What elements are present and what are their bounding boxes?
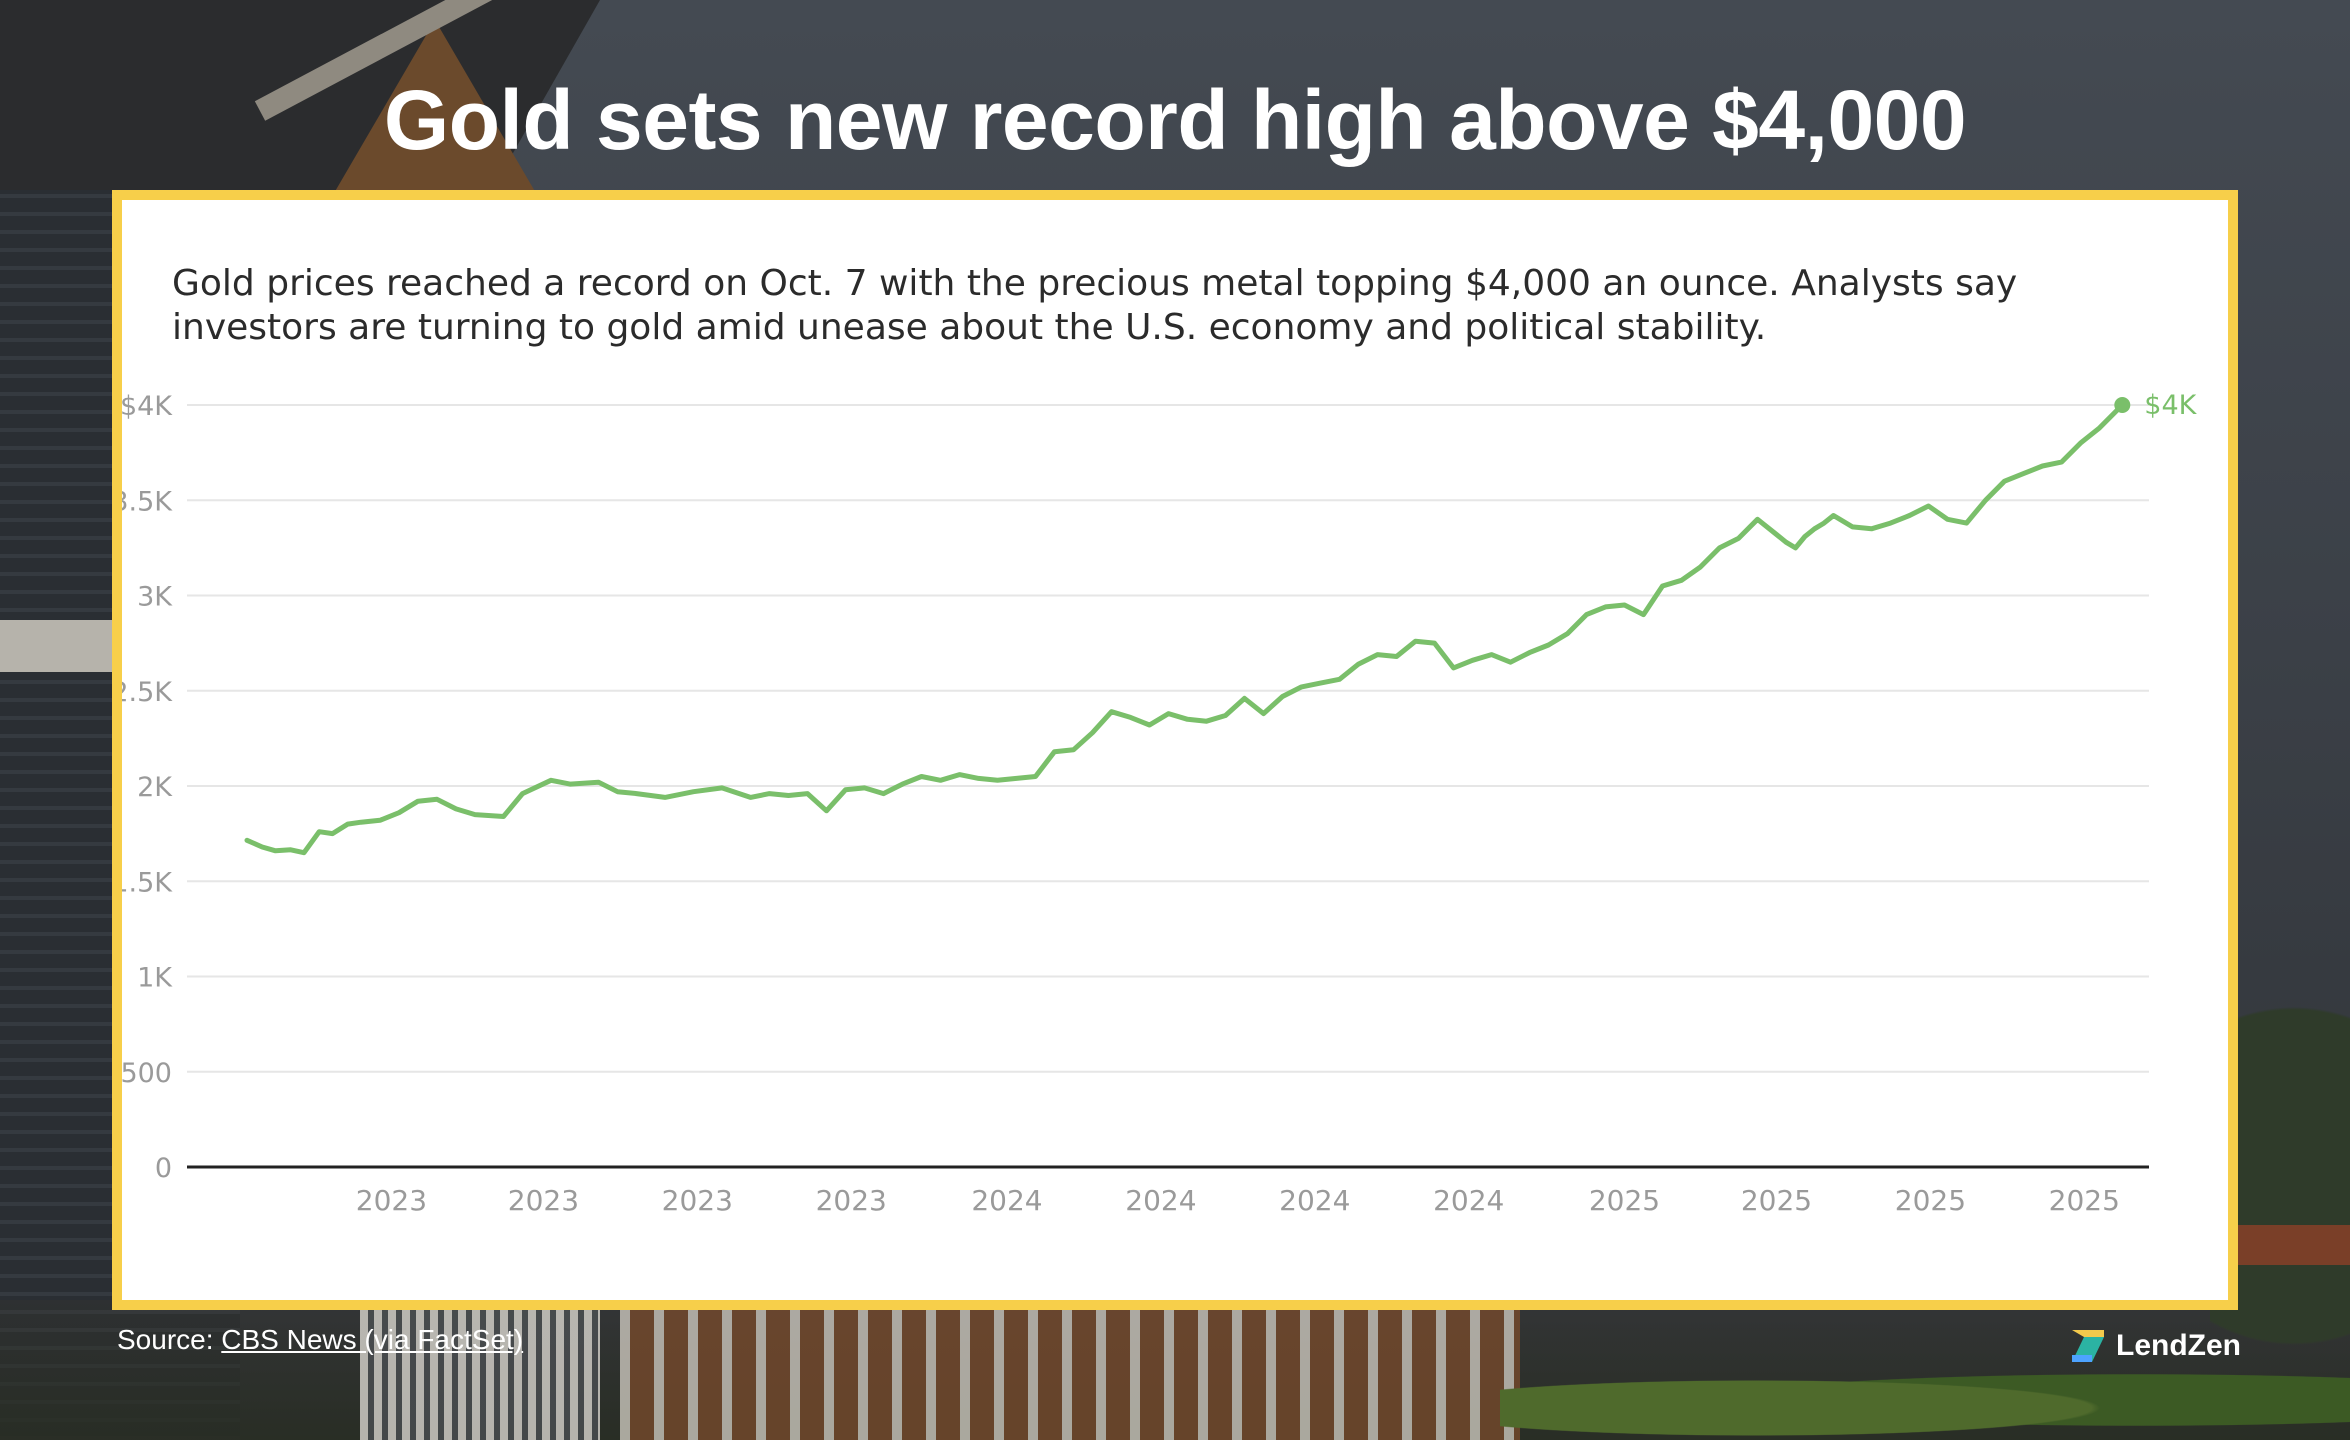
y-tick-label: 0 (155, 1153, 172, 1184)
background-stair-rail (620, 1310, 1520, 1440)
x-tick-label: 2025 (1589, 1184, 1660, 1217)
gold-price-chart: $4K 3.5K 3K 2.5K 2K 1.5K 1K 500 0 2023 2023 2023 202… (122, 390, 2198, 1217)
chart-card: Gold prices reached a record on Oct. 7 w… (112, 190, 2238, 1310)
background-hedge (1500, 1360, 2350, 1440)
y-tick-label: 2K (137, 772, 173, 803)
background-trim (0, 620, 115, 672)
source-link[interactable]: CBS News (via FactSet) (221, 1324, 524, 1355)
chart-description: Gold prices reached a record on Oct. 7 w… (172, 263, 2018, 348)
x-tick-label: 2024 (1433, 1184, 1504, 1217)
source-credit: Source: CBS News (via FactSet) (117, 1324, 523, 1356)
end-value-label: $4K (2144, 390, 2197, 421)
x-tick-label: 2023 (356, 1184, 427, 1217)
end-point-marker (2114, 397, 2131, 413)
headline: Gold sets new record high above $4,000 (383, 73, 1967, 167)
x-tick-label: 2023 (816, 1184, 887, 1217)
y-tick-label: 500 (122, 1058, 172, 1089)
x-tick-label: 2024 (1279, 1184, 1350, 1217)
x-tick-label: 2025 (1895, 1184, 1966, 1217)
x-tick-label: 2025 (2049, 1184, 2120, 1217)
y-tick-label: 2.5K (122, 677, 173, 708)
y-tick-label: 1.5K (122, 867, 173, 898)
background-fence (360, 1300, 600, 1440)
brand-name: LendZen (2116, 1329, 2241, 1362)
x-tick-label: 2024 (971, 1184, 1042, 1217)
source-prefix: Source: (117, 1324, 222, 1355)
y-tick-label: 3K (137, 582, 173, 613)
y-tick-label: 1K (137, 963, 173, 994)
x-tick-label: 2025 (1741, 1184, 1812, 1217)
x-tick-label: 2023 (662, 1184, 733, 1217)
x-tick-label: 2023 (508, 1184, 579, 1217)
x-tick-label: 2024 (1125, 1184, 1196, 1217)
brand-logo: LendZen (2070, 1326, 2241, 1366)
series-line-gold-price (244, 402, 2125, 856)
lendzen-logo-icon (2072, 1330, 2104, 1362)
y-tick-label: $4K (122, 391, 173, 422)
y-tick-label: 3.5K (122, 486, 173, 517)
